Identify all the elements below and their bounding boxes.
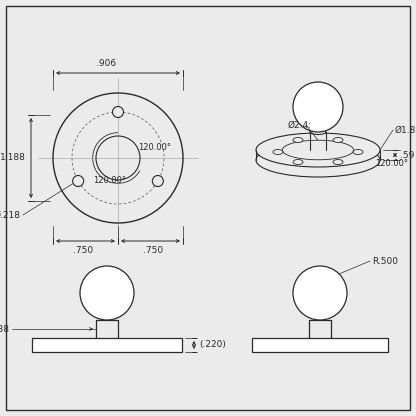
Text: (.220): (.220) [199,341,226,349]
Circle shape [80,266,134,320]
Ellipse shape [353,149,363,154]
Circle shape [73,176,84,186]
Ellipse shape [293,159,303,164]
Text: Ø.218: Ø.218 [0,210,21,220]
Ellipse shape [310,129,326,134]
Ellipse shape [293,138,303,143]
Ellipse shape [333,159,343,164]
Ellipse shape [273,149,283,154]
Text: R.500: R.500 [372,257,398,265]
Ellipse shape [333,138,343,143]
Text: 120.00°: 120.00° [375,158,408,168]
Text: Ø2.4:: Ø2.4: [288,121,312,129]
Text: .59: .59 [400,151,414,159]
Text: Ø.438: Ø.438 [0,324,10,334]
Text: 120.00°: 120.00° [94,176,126,185]
Text: 1.188: 1.188 [0,154,26,163]
Circle shape [293,266,347,320]
Ellipse shape [256,143,380,177]
Text: .750: .750 [73,246,93,255]
Text: .906: .906 [96,59,116,68]
Text: Ø1.813: Ø1.813 [395,126,416,134]
Text: .750: .750 [143,246,163,255]
Bar [252,338,388,352]
Text: 120.00°: 120.00° [138,144,171,153]
Circle shape [152,176,163,186]
Circle shape [293,82,343,132]
Bar [32,338,182,352]
Circle shape [112,106,124,117]
Ellipse shape [256,133,380,167]
